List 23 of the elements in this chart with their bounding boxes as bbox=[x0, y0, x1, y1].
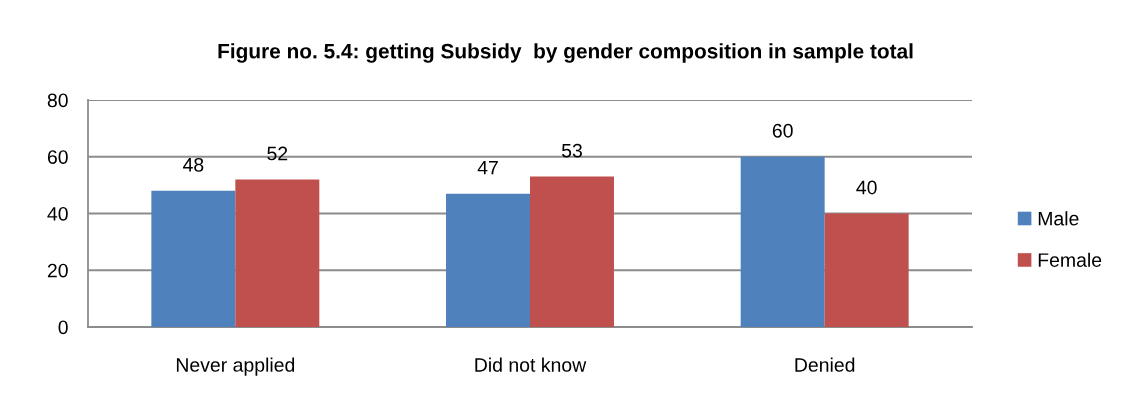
y-tick-label: 80 bbox=[47, 93, 68, 108]
bar bbox=[530, 176, 614, 327]
bar bbox=[235, 179, 320, 327]
data-label: 47 bbox=[477, 160, 498, 175]
data-label: 40 bbox=[856, 180, 877, 195]
legend-label: Male bbox=[1038, 211, 1079, 226]
bar bbox=[824, 213, 909, 327]
bar bbox=[446, 193, 530, 327]
x-tick-label: Denied bbox=[795, 357, 855, 372]
data-label: 52 bbox=[267, 146, 288, 161]
y-tick-label: 20 bbox=[47, 263, 68, 278]
data-label: 53 bbox=[561, 143, 582, 158]
x-tick-label: Did not know bbox=[475, 357, 587, 372]
bar bbox=[151, 190, 236, 327]
chart-title: Figure no. 5.4: getting Subsidy by gender composition in sample total bbox=[218, 43, 913, 63]
x-tick-label: Never applied bbox=[176, 357, 295, 376]
y-tick-label: 40 bbox=[47, 206, 68, 221]
data-label: 48 bbox=[182, 157, 204, 172]
data-label: 60 bbox=[772, 123, 793, 138]
y-tick-label: 0 bbox=[58, 320, 68, 335]
legend-label: Female bbox=[1038, 252, 1102, 267]
y-tick-label: 60 bbox=[47, 150, 68, 164]
bar bbox=[740, 156, 825, 327]
